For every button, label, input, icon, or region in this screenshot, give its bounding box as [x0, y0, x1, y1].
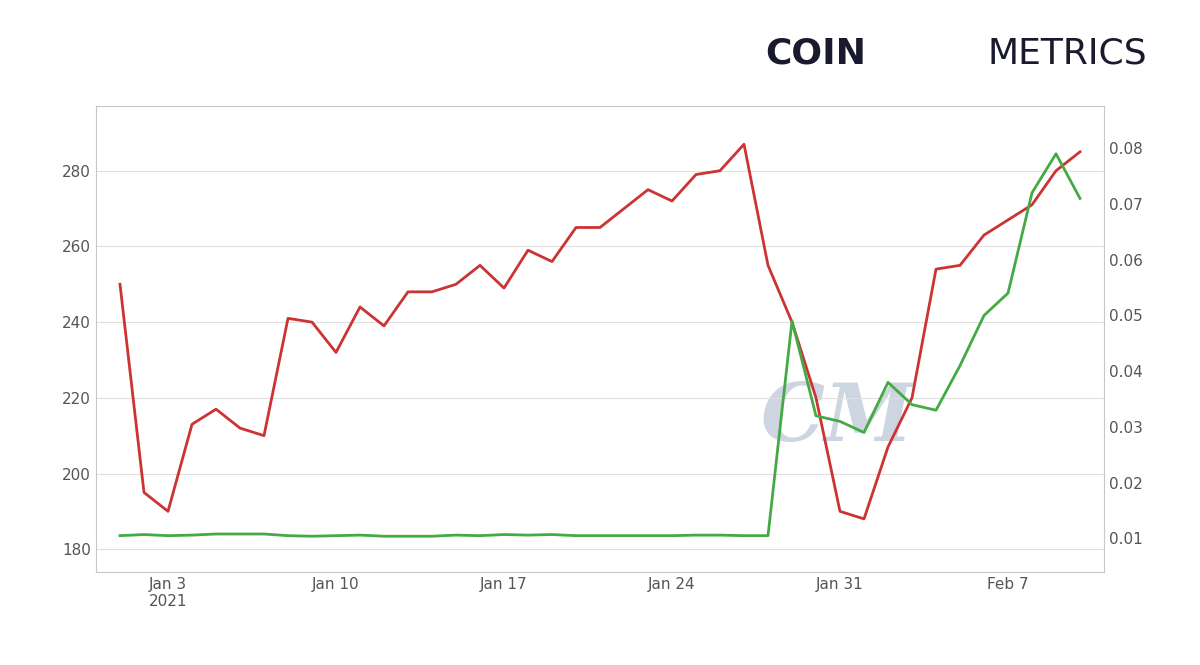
Legend: DOGE / Mean Hash Rate, DOGE / USD Denominated Closing Price (RHS): DOGE / Mean Hash Rate, DOGE / USD Denomi…: [103, 661, 787, 665]
Text: COIN: COIN: [766, 37, 866, 70]
Text: CM: CM: [761, 380, 913, 457]
Text: METRICS: METRICS: [988, 37, 1147, 70]
